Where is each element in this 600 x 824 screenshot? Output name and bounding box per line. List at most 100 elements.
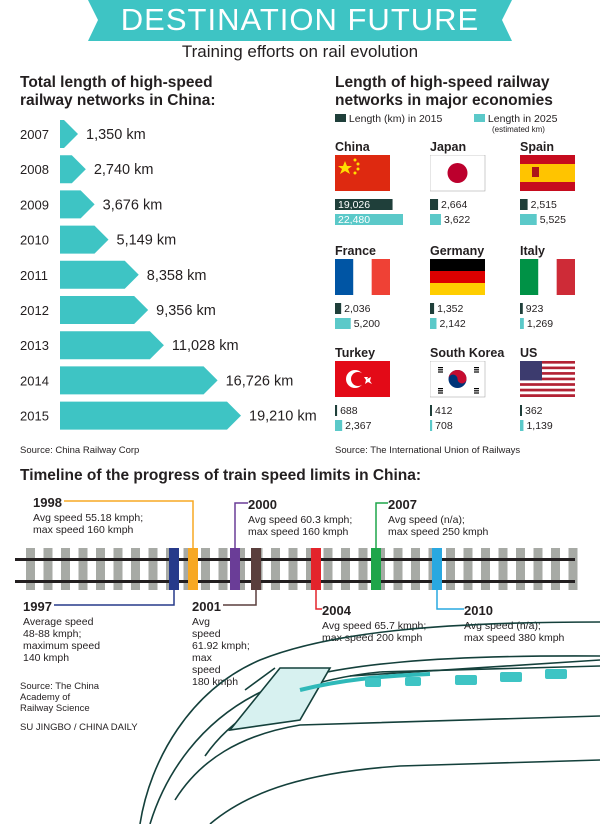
- country-flag-and-bars: 923 1,269: [520, 259, 575, 330]
- rail-sleeper: [551, 548, 560, 590]
- china-chart-title-line1: Total length of high-speed: [20, 74, 213, 91]
- bar-2015: [520, 405, 522, 416]
- title-banner: [88, 0, 512, 41]
- country-name: Germany: [430, 244, 485, 258]
- bar-2015: [335, 405, 338, 416]
- timeline-event-1997: 1997 Average speed 48-88 kmph; maximum spee…: [23, 598, 100, 664]
- legend-label-2025: Length in 2025: [487, 113, 558, 125]
- label-2025: 1,269: [527, 318, 553, 330]
- timeline-year: 2010: [464, 603, 495, 618]
- timeline-source-line1: Source: The China: [20, 681, 100, 692]
- rail-sleeper: [411, 548, 420, 590]
- rail-sleeper: [341, 548, 350, 590]
- timeline-year: 2000: [248, 497, 279, 512]
- china-year-label: 2014: [20, 373, 49, 388]
- rail-sleeper: [358, 548, 368, 590]
- label-2015: 1,352: [437, 303, 463, 315]
- country-flag-and-bars: 688 2,367: [335, 361, 390, 432]
- timeline-leader-2001: [220, 590, 257, 606]
- timeline-marker-2007: [371, 548, 381, 590]
- timeline-year: 1997: [23, 599, 54, 614]
- country-name: China: [335, 140, 370, 154]
- bar-2015: [430, 199, 439, 210]
- rail-sleeper: [61, 548, 70, 590]
- country-flag-and-bars: 19,026 22,480: [335, 155, 403, 226]
- bar-2025: [520, 214, 537, 225]
- rail-sleeper: [568, 548, 578, 590]
- china-value-label: 19,210 km: [249, 409, 317, 425]
- country-name: Italy: [520, 244, 546, 258]
- rail-sleeper: [236, 548, 245, 590]
- timeline-year: 2007: [388, 497, 419, 512]
- rail-sleeper: [481, 548, 490, 590]
- china-chart-title: Total length of high-speed railway netwo…: [20, 74, 216, 110]
- country-name: US: [520, 346, 538, 360]
- country-name: Spain: [520, 140, 555, 154]
- country-flag-and-bars: 2,036 5,200: [335, 259, 390, 330]
- rail-sleeper: [306, 548, 315, 590]
- page-subtitle: Training efforts on rail evolution: [181, 42, 419, 61]
- econ-legend: Length (km) in 2015: [335, 113, 442, 125]
- label-2015: 2,664: [441, 199, 467, 211]
- bar-2015: [430, 405, 432, 416]
- flag-turkey-icon: [335, 361, 390, 397]
- bar-2015: [335, 199, 393, 210]
- china-year-label: 2011: [20, 268, 48, 283]
- rail-sleeper: [113, 548, 123, 590]
- country-flag-and-bars: 362 1,139: [520, 361, 575, 432]
- timeline-text: max speed 380 kmph: [464, 632, 565, 644]
- rail-line-bottom: [15, 580, 575, 583]
- legend-swatch-2025: [474, 114, 485, 122]
- timeline-leader-1997: [52, 590, 175, 606]
- timeline-leader-2007: [375, 502, 388, 548]
- china-bar: [60, 120, 78, 148]
- timeline-text: 48-88 kmph;: [23, 628, 82, 640]
- bar-2025: [430, 214, 441, 225]
- flag-japan-icon: [430, 155, 486, 192]
- timeline-text: Avg speed (n/a);: [388, 514, 465, 526]
- flag-china-icon: [335, 155, 390, 191]
- rail-line-top: [15, 558, 575, 561]
- china-year-label: 2008: [20, 162, 49, 177]
- legend-note-2025: (estimated km): [492, 125, 545, 134]
- timeline-marker-2000: [230, 548, 240, 590]
- timeline-text: max speed 160 kmph: [33, 524, 134, 536]
- china-value-label: 16,726 km: [226, 373, 294, 389]
- country-flag-and-bars: 1,352 2,142: [430, 259, 485, 330]
- econ-country-card: China 19,026 22,480: [335, 140, 415, 240]
- bar-2025: [430, 420, 433, 431]
- bar-2025: [430, 318, 437, 329]
- flag-italy-icon: [520, 259, 575, 295]
- timeline-text: Avg speed 60.3 kmph;: [248, 514, 353, 526]
- china-value-label: 1,350 km: [86, 127, 146, 143]
- timeline-text: Avg speed 65.7 kmph;: [322, 620, 427, 632]
- flag-south-korea-icon: [430, 361, 486, 398]
- timeline-text: max speed 200 kmph: [322, 632, 423, 644]
- legend-swatch-2015: [335, 114, 346, 122]
- timeline-text: 61.92 kmph;: [192, 640, 250, 652]
- label-2025: 22,480: [338, 214, 370, 226]
- rail-sleeper: [271, 548, 280, 590]
- timeline-leader-1998: [62, 500, 194, 548]
- china-year-label: 2015: [20, 409, 49, 424]
- econ-country-card: South Korea 412 708: [430, 346, 510, 446]
- label-2015: 2,036: [344, 303, 370, 315]
- rail-sleeper: [148, 548, 158, 590]
- timeline-year: 1998: [33, 495, 64, 510]
- bar-2025: [335, 318, 351, 329]
- country-name: France: [335, 244, 376, 258]
- label-2025: 2,367: [345, 420, 371, 432]
- econ-country-card: Germany 1,352 2,142: [430, 244, 510, 344]
- bar-2015: [520, 199, 528, 210]
- timeline-text: 140 kmph: [23, 652, 70, 664]
- flag-spain-icon: [520, 155, 575, 191]
- bar-2015: [520, 303, 523, 314]
- bar-2015: [430, 303, 435, 314]
- flag-us-icon: [520, 361, 575, 397]
- rail-sleeper: [131, 548, 140, 590]
- flag-france-icon: [335, 259, 390, 295]
- country-name: Turkey: [335, 346, 376, 360]
